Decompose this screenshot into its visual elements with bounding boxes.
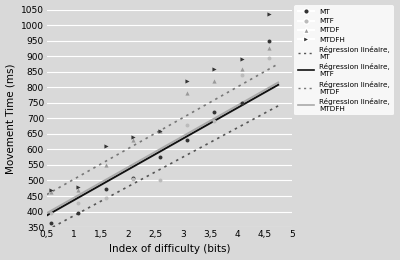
Point bbox=[238, 57, 245, 61]
Point bbox=[48, 190, 54, 194]
Point bbox=[266, 12, 272, 16]
Point bbox=[130, 135, 136, 139]
Point bbox=[157, 154, 163, 159]
Point bbox=[266, 38, 272, 43]
Point bbox=[102, 196, 109, 200]
Point bbox=[75, 185, 82, 189]
Point bbox=[211, 67, 218, 71]
Point bbox=[130, 176, 136, 180]
Point bbox=[102, 144, 109, 148]
Point bbox=[157, 129, 163, 133]
Point bbox=[48, 210, 54, 214]
Point bbox=[75, 188, 82, 192]
Point bbox=[184, 92, 190, 96]
Point bbox=[238, 101, 245, 106]
Point bbox=[75, 211, 82, 215]
Y-axis label: Movement Time (ms): Movement Time (ms) bbox=[6, 63, 16, 174]
Point bbox=[211, 119, 218, 124]
Point bbox=[130, 138, 136, 142]
Point bbox=[184, 138, 190, 142]
Point bbox=[157, 178, 163, 182]
Point bbox=[48, 188, 54, 192]
Point bbox=[184, 122, 190, 127]
Point bbox=[130, 177, 136, 181]
Point bbox=[211, 110, 218, 114]
X-axis label: Index of difficulty (bits): Index of difficulty (bits) bbox=[108, 244, 230, 255]
Point bbox=[102, 163, 109, 167]
Point bbox=[184, 79, 190, 83]
Point bbox=[238, 67, 245, 71]
Point bbox=[48, 221, 54, 225]
Point bbox=[211, 79, 218, 83]
Point bbox=[266, 46, 272, 50]
Point bbox=[266, 56, 272, 60]
Point bbox=[75, 201, 82, 205]
Legend: MT, MTF, MTDF, MTDFH, Régression linéaire,
MT, Régression linéaire,
MTF, Régress: MT, MTF, MTDF, MTDFH, Régression linéair… bbox=[294, 5, 394, 115]
Point bbox=[157, 129, 163, 133]
Point bbox=[238, 73, 245, 77]
Point bbox=[102, 187, 109, 191]
